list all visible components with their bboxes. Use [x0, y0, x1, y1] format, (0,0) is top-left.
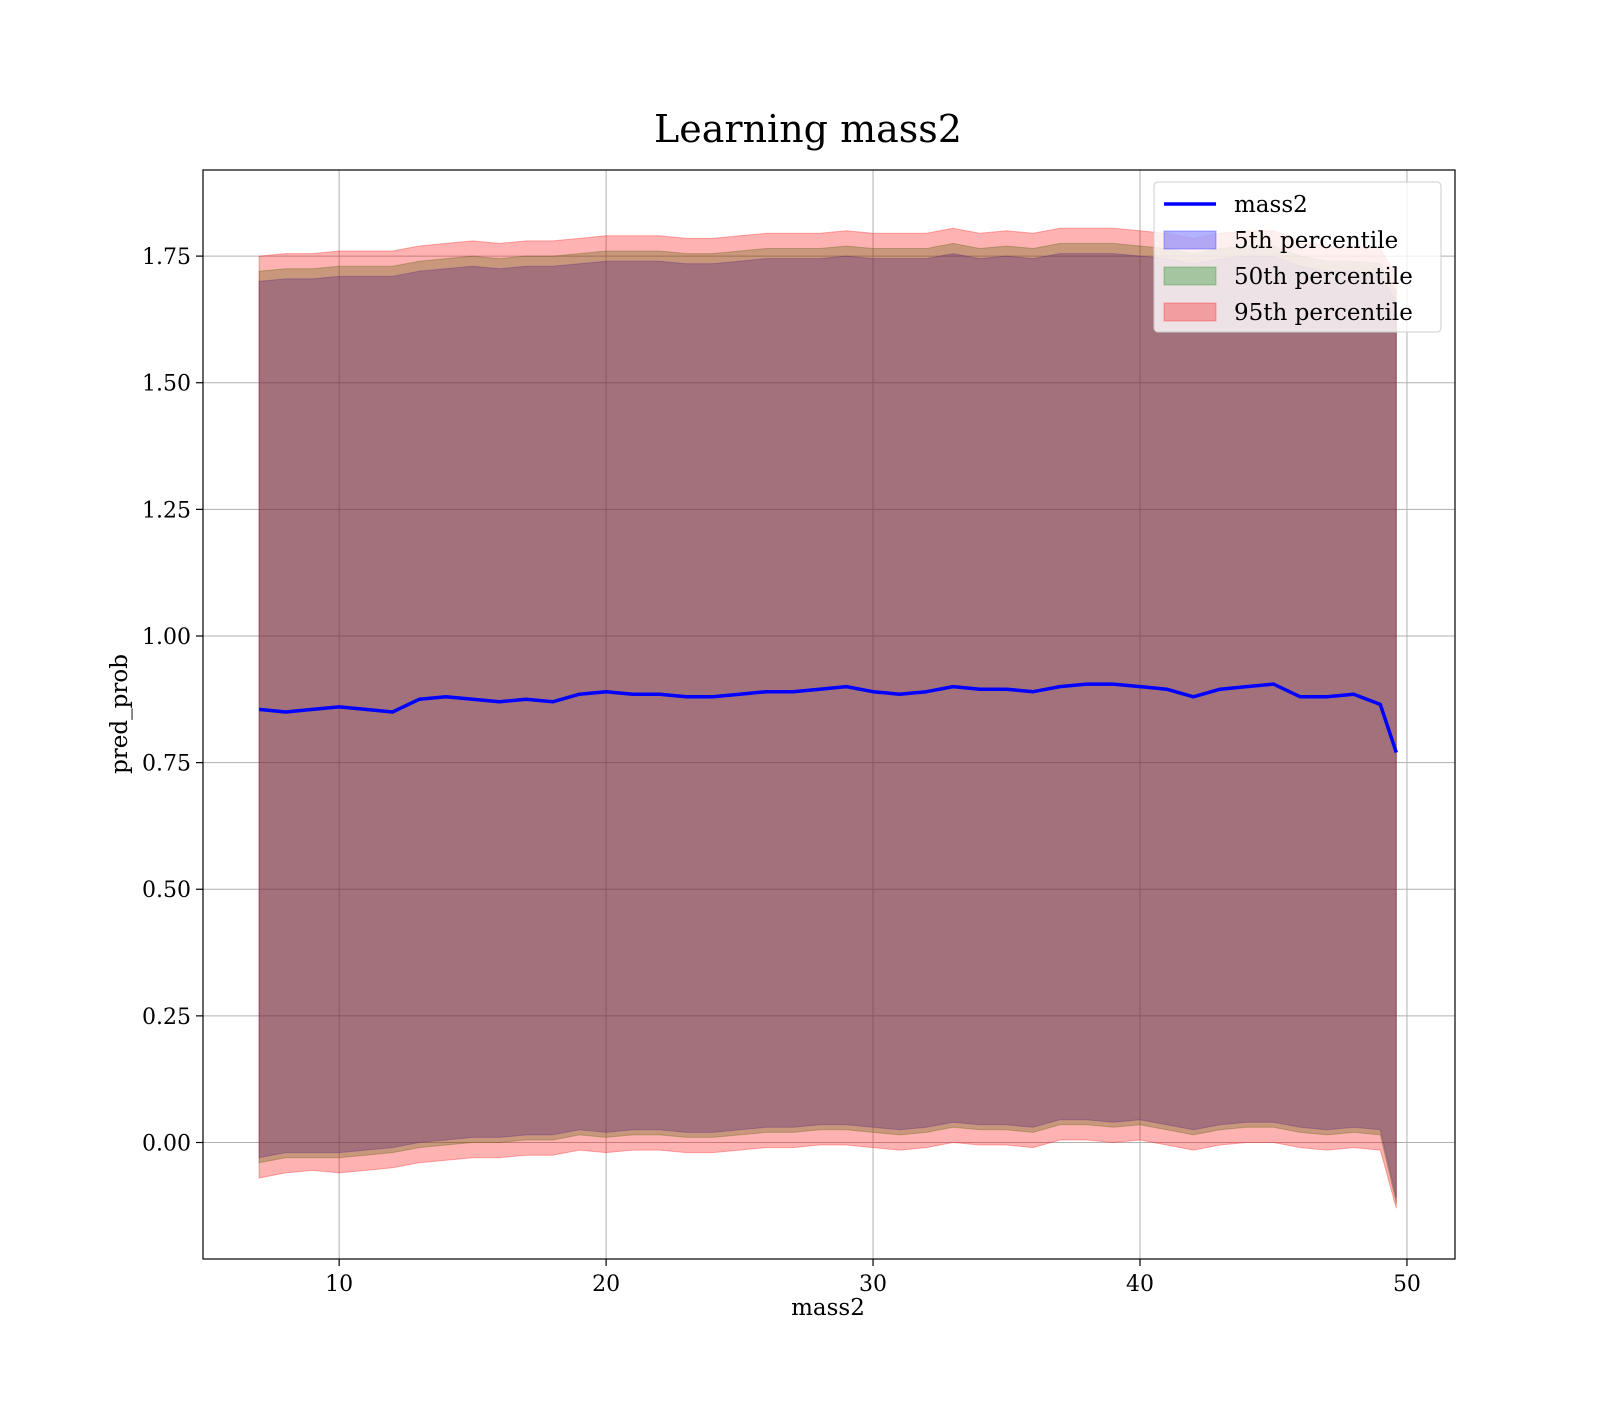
legend-box [1153, 181, 1442, 333]
y-tick-label-2: 0.50 [142, 878, 191, 903]
y-tick-label-4: 1.00 [142, 625, 191, 650]
series-line-1 [258, 682, 1398, 754]
band-area-3 [258, 227, 1397, 1209]
chart-title: Learning mass2 [654, 107, 962, 151]
y-tick-label-5: 1.25 [142, 498, 191, 523]
x-axis-label: mass2 [791, 1295, 865, 1321]
plot-frame [202, 169, 1456, 1260]
legend-label-3: 95th percentile [1234, 300, 1413, 326]
legend-label-0: mass2 [1234, 192, 1308, 218]
legend-label-1: 5th percentile [1234, 228, 1398, 254]
legend-patch-2 [1163, 266, 1217, 286]
y-tick-label-3: 0.75 [142, 752, 191, 777]
series-lines [258, 682, 1398, 754]
band-areas [258, 227, 1397, 1209]
legend-patch-3 [1163, 302, 1217, 322]
y-tick-label-1: 0.25 [142, 1005, 191, 1030]
y-tick-label-0: 0.00 [142, 1132, 191, 1157]
legend-patch-1 [1163, 230, 1217, 250]
x-ticks: 10 20 30 40 50 [325, 1259, 1421, 1297]
legend: mass2 5th percentile 50th percentile 95th p… [1153, 181, 1442, 333]
y-ticks: 0.00 0.25 0.50 0.75 1.00 1.25 1.50 1.75 [142, 245, 203, 1157]
y-tick-label-6: 1.50 [142, 372, 191, 397]
band-area-1 [258, 253, 1397, 1199]
x-tick-label-2: 30 [859, 1272, 887, 1297]
x-tick-label-1: 20 [592, 1272, 620, 1297]
x-tick-label-0: 10 [325, 1272, 353, 1297]
x-tick-label-4: 50 [1393, 1272, 1421, 1297]
y-tick-label-7: 1.75 [142, 245, 191, 270]
x-tick-label-3: 40 [1126, 1272, 1154, 1297]
y-axis-label: pred_prob [107, 654, 133, 774]
legend-label-2: 50th percentile [1234, 264, 1413, 290]
band-area-2 [258, 242, 1397, 1204]
